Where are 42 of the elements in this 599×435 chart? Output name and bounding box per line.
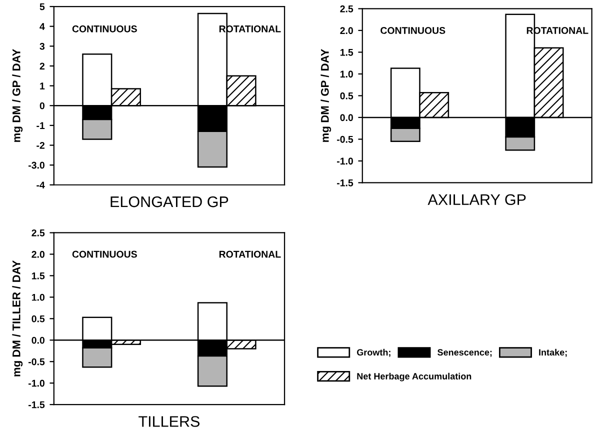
y-tick-label: 4 [40,23,45,30]
y-tick-label: 0 [40,102,44,110]
y-tick-label: -4 [36,182,45,188]
y-tick-label: 0.0 [32,336,44,344]
y-axis-title: mg DM / TILLER / DAY [12,260,23,376]
legend-label: Growth; [356,348,390,357]
y-tick-label: -3.0 [28,162,44,169]
y-tick-label: 2.0 [32,250,44,258]
y-tick-label: 1.5 [340,49,354,56]
y-tick-label: 1.0 [32,294,44,301]
y-axis-title: mg DM / GP / DAY [320,48,332,142]
annotation: CONTINUOUS [72,25,137,32]
y-tick-label: -1 [36,122,45,129]
y-tick-label: 2.5 [340,5,354,12]
y-axis-title: mg DM / GP / DAY [12,48,23,142]
y-tick-label: 2.0 [340,27,353,34]
x-axis-title: ELONGATED GP [110,196,228,208]
y-tick-label: 1 [40,82,45,90]
legend-label: Net Herbage Accumulation [357,372,472,382]
annotation: CONTINUOUS [72,250,137,258]
annotation: ROTATIONAL [219,250,281,258]
x-axis-title: TILLERS [138,416,200,427]
y-tick-label: -0.5 [336,136,354,143]
y-tick-label: 0.0 [340,114,353,122]
y-tick-label: 3 [40,42,45,50]
y-tick-label: -0.5 [28,358,45,366]
y-tick-label: -1.5 [28,401,45,408]
y-tick-label: -2 [36,142,44,149]
y-tick-label: -1.0 [28,380,44,387]
legend-label: Intake; [539,348,567,357]
annotation: CONTINUOUS [380,27,446,34]
y-tick-label: 0.5 [340,92,354,100]
y-tick-label: 1.5 [32,272,45,280]
x-axis-title: AXILLARY GP [428,194,526,206]
y-tick-label: 2.5 [32,229,45,236]
y-tick-label: 2 [40,62,44,70]
y-tick-label: 0.5 [32,315,45,322]
y-tick-label: 1.0 [340,70,353,78]
y-tick-label: -1.0 [336,158,353,165]
y-tick-label: -1.5 [336,180,354,186]
legend-label: Senescence; [438,349,492,357]
y-tick-label: 5 [40,3,45,10]
